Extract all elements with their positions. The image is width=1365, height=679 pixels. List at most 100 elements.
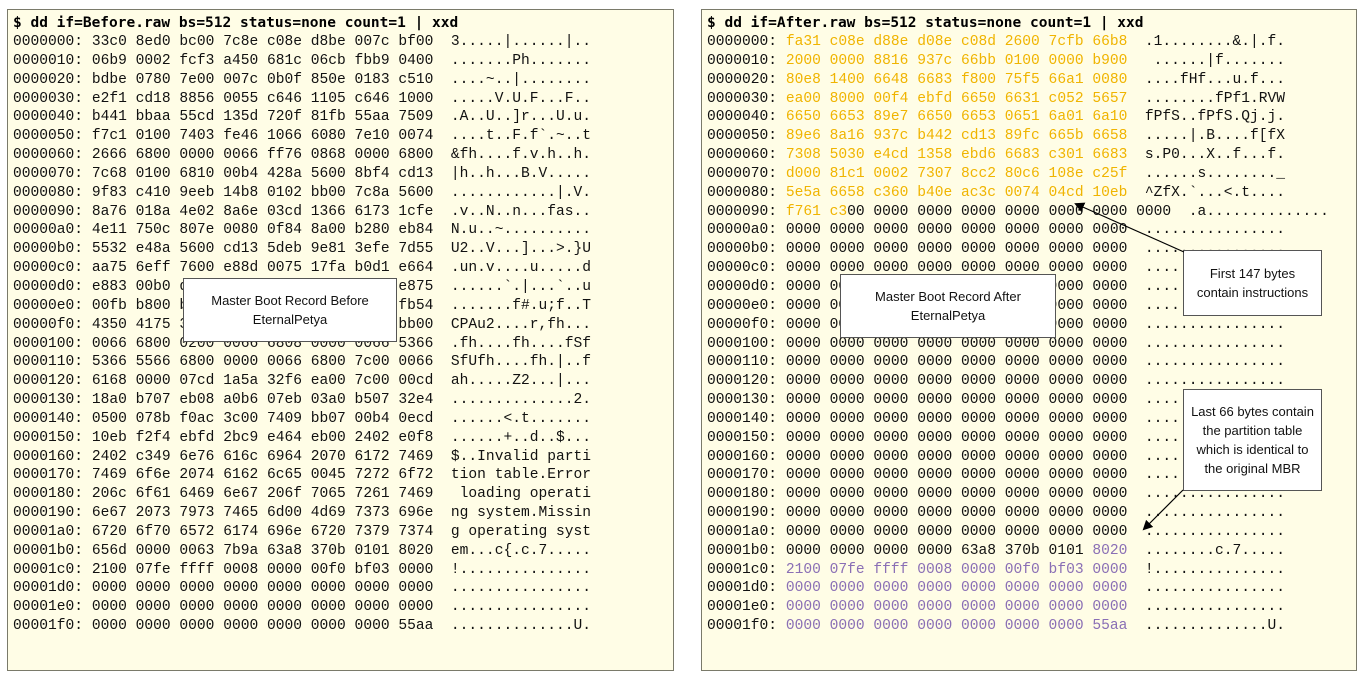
row-hex: 10eb f2f4 ebfd 2bc9 e464 eb00 2402 e0f8	[91, 429, 434, 446]
row-ascii: ........fPf1.RVW	[1144, 90, 1286, 107]
hex-row: 00001f0: 0000 0000 0000 0000 0000 0000 0…	[13, 617, 591, 636]
row-offset: 0000170:	[707, 467, 778, 484]
row-offset: 00001e0:	[707, 599, 778, 616]
hex-row: 0000040: 6650 6653 89e7 6650 6653 0651 6…	[707, 108, 1329, 127]
hex-row: 0000020: bdbe 0780 7e00 007c 0b0f 850e 0…	[13, 71, 591, 90]
hex-row: 0000080: 5e5a 6658 c360 b40e ac3c 0074 0…	[707, 184, 1329, 203]
row-offset: 0000060:	[707, 147, 778, 164]
row-offset: 0000010:	[707, 52, 778, 69]
row-hex: 2100 07fe ffff 0008 0000 00f0 bf03 0000	[91, 561, 434, 578]
row-hex-segment: ea00 8000 00f4 ebfd 6650 6631 c052 5657	[785, 90, 1128, 107]
row-ascii: ^ZfX.`...<.t....	[1144, 184, 1286, 201]
hex-row: 00001f0: 0000 0000 0000 0000 0000 0000 0…	[707, 617, 1329, 636]
row-offset: 00000b0:	[707, 241, 778, 258]
row-hex: 9f83 c410 9eeb 14b8 0102 bb00 7c8a 5600	[91, 184, 434, 201]
row-hex: 2402 c349 6e76 616c 6964 2070 6172 7469	[91, 448, 434, 465]
hex-row: 00001a0: 0000 0000 0000 0000 0000 0000 0…	[707, 523, 1329, 542]
row-offset: 0000080:	[707, 184, 778, 201]
hex-row: 00001d0: 0000 0000 0000 0000 0000 0000 0…	[707, 579, 1329, 598]
after-command: $ dd if=After.raw bs=512 status=none cou…	[707, 15, 1144, 31]
hex-row: 00000b0: 0000 0000 0000 0000 0000 0000 0…	[707, 240, 1329, 259]
row-ascii: ..............U.	[450, 618, 592, 635]
row-offset: 00000a0:	[707, 222, 778, 239]
row-ascii: ......s........_	[1144, 165, 1286, 182]
row-ascii: ng system.Missin	[450, 505, 592, 522]
hex-row: 0000010: 06b9 0002 fcf3 a450 681c 06cb f…	[13, 52, 591, 71]
row-offset: 0000070:	[707, 165, 778, 182]
row-offset: 0000110:	[13, 354, 84, 371]
hex-row: 0000150: 10eb f2f4 ebfd 2bc9 e464 eb00 2…	[13, 429, 591, 448]
row-hex-segment: 0000 0000 0000 0000 0000 0000 0000 0000	[785, 222, 1128, 239]
row-hex-segment: 00 0000 0000 0000 0000 0000 0000 0000	[847, 203, 1172, 220]
hex-row: 0000160: 2402 c349 6e76 616c 6964 2070 6…	[13, 448, 591, 467]
row-ascii: ....t..F.f`.~..t	[450, 128, 592, 145]
row-ascii: ......`.|...`..u	[450, 278, 592, 295]
row-ascii: ................	[1144, 505, 1286, 522]
row-offset: 0000110:	[707, 354, 778, 371]
hex-row: 0000070: d000 81c1 0002 7307 8cc2 80c6 1…	[707, 165, 1329, 184]
row-offset: 00001f0:	[13, 618, 84, 635]
row-ascii: .A..U..]r...U.u.	[450, 109, 592, 126]
row-hex: 7c68 0100 6810 00b4 428a 5600 8bf4 cd13	[91, 165, 434, 182]
row-ascii: U2..V...]...>.}U	[450, 241, 592, 258]
row-offset: 00001c0:	[13, 561, 84, 578]
row-hex-segment: 0000 0000 0000 0000 0000 0000 0000 0000	[785, 241, 1128, 258]
hex-row: 0000170: 7469 6f6e 2074 6162 6c65 0045 7…	[13, 466, 591, 485]
hex-row: 0000180: 206c 6f61 6469 6e67 206f 7065 7…	[13, 485, 591, 504]
row-hex-segment: 0000 0000 0000 0000 0000 0000 0000 0000	[785, 467, 1128, 484]
row-hex-segment: 0000 0000 0000 0000 0000 0000 0000 0000	[785, 410, 1128, 427]
row-offset: 00000e0:	[707, 297, 778, 314]
row-offset: 0000130:	[707, 392, 778, 409]
row-hex: 8a76 018a 4e02 8a6e 03cd 1366 6173 1cfe	[91, 203, 434, 220]
row-hex-segment: 5e5a 6658 c360 b40e ac3c 0074 04cd 10eb	[785, 184, 1128, 201]
row-hex-segment: 0000 0000 0000 0000 63a8 370b 0101	[785, 542, 1093, 559]
row-hex: 206c 6f61 6469 6e67 206f 7065 7261 7469	[91, 486, 434, 503]
row-hex-segment: 0000 0000 0000 0000 0000 0000 0000 0000	[785, 505, 1128, 522]
row-hex-segment: 2100 07fe ffff 0008 0000 00f0 bf03 0000	[785, 561, 1128, 578]
row-ascii: .1........&.|.f.	[1144, 34, 1286, 50]
row-offset: 00001d0:	[13, 580, 84, 597]
row-hex-segment: 8020	[1092, 542, 1128, 559]
hex-row: 00001e0: 0000 0000 0000 0000 0000 0000 0…	[707, 598, 1329, 617]
row-ascii: g operating syst	[450, 523, 592, 540]
after-mbr-label: Master Boot Record After EternalPetya	[840, 274, 1056, 338]
row-offset: 0000180:	[13, 486, 84, 503]
row-offset: 0000180:	[707, 486, 778, 503]
hex-row: 0000080: 9f83 c410 9eeb 14b8 0102 bb00 7…	[13, 184, 591, 203]
instructions-callout: First 147 bytes contain instructions	[1183, 250, 1322, 316]
row-offset: 0000030:	[13, 90, 84, 107]
row-ascii: |h..h...B.V.....	[450, 165, 592, 182]
hex-row: 00001c0: 2100 07fe ffff 0008 0000 00f0 b…	[13, 561, 591, 580]
hex-row: 0000060: 7308 5030 e4cd 1358 ebd6 6683 c…	[707, 146, 1329, 165]
row-ascii: ......+..d..$...	[450, 429, 592, 446]
row-hex: 0500 078b f0ac 3c00 7409 bb07 00b4 0ecd	[91, 410, 434, 427]
hex-row: 0000120: 0000 0000 0000 0000 0000 0000 0…	[707, 372, 1329, 391]
row-ascii: .....|.B....f[fX	[1144, 128, 1286, 145]
row-ascii: !...............	[1144, 561, 1286, 578]
row-hex-segment: 0000 0000 0000 0000 0000 0000 0000 0000	[785, 523, 1128, 540]
row-ascii: ......|f.......	[1144, 52, 1286, 69]
row-ascii: .v..N..n...fas..	[450, 203, 592, 220]
row-hex-segment: 0000 0000 0000 0000 0000 0000 0000 0000	[785, 580, 1128, 597]
row-ascii: ................	[450, 599, 592, 616]
row-offset: 00001c0:	[707, 561, 778, 578]
row-ascii: ................	[1144, 316, 1286, 333]
hex-row: 0000120: 6168 0000 07cd 1a5a 32f6 ea00 7…	[13, 372, 591, 391]
row-hex-segment: 0000 0000 0000 0000 0000 0000 0000 0000	[785, 448, 1128, 465]
hex-row: 0000190: 6e67 2073 7973 7465 6d00 4d69 7…	[13, 504, 591, 523]
hex-row: 0000030: e2f1 cd18 8856 0055 c646 1105 c…	[13, 90, 591, 109]
row-hex: bdbe 0780 7e00 007c 0b0f 850e 0183 c510	[91, 71, 434, 88]
hex-row: 0000090: 8a76 018a 4e02 8a6e 03cd 1366 6…	[13, 203, 591, 222]
row-offset: 0000140:	[707, 410, 778, 427]
row-hex-segment: 0000 0000 0000 0000 0000 0000 0000 0000	[785, 354, 1128, 371]
hex-row: 0000020: 80e8 1400 6648 6683 f800 75f5 6…	[707, 71, 1329, 90]
row-offset: 0000190:	[707, 505, 778, 522]
hex-row: 00000b0: 5532 e48a 5600 cd13 5deb 9e81 3…	[13, 240, 591, 259]
row-ascii: ..............2.	[450, 392, 592, 409]
row-offset: 00000d0:	[13, 278, 84, 295]
row-ascii: em...c{.c.7.....	[450, 542, 592, 559]
hex-row: 0000110: 5366 5566 6800 0000 0066 6800 7…	[13, 353, 591, 372]
row-offset: 0000160:	[707, 448, 778, 465]
row-offset: 0000090:	[13, 203, 84, 220]
row-ascii: $..Invalid parti	[450, 448, 592, 465]
